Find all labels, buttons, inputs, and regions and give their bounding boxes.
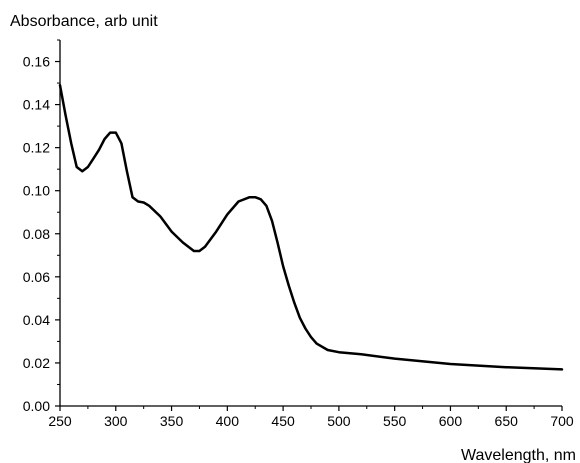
tick-labels: 250 300 350 400 450 500 550 600 650 700 0.00 0.02 0.…	[23, 54, 574, 429]
x-tick-label: 700	[550, 413, 574, 429]
series-layer	[58, 83, 564, 371]
y-tick-label: 0.06	[23, 269, 50, 285]
absorbance-series-line	[58, 83, 564, 371]
y-tick-label: 0.00	[23, 398, 50, 414]
y-tick-label: 0.04	[23, 312, 50, 328]
tick-marks	[55, 39, 563, 411]
y-tick-label: 0.10	[23, 183, 50, 199]
x-tick-label: 350	[160, 413, 184, 429]
y-tick-label: 0.02	[23, 355, 50, 371]
x-axis-title: Wavelength, nm	[461, 447, 576, 463]
y-tick-label: 0.16	[23, 54, 50, 70]
x-tick-label: 250	[48, 413, 72, 429]
y-tick-label: 0.14	[23, 97, 50, 113]
x-tick-label: 500	[327, 413, 351, 429]
x-tick-label: 450	[271, 413, 295, 429]
x-tick-label: 650	[495, 413, 519, 429]
y-tick-label: 0.08	[23, 226, 50, 242]
y-axis-title: Absorbance, arb unit	[10, 13, 158, 30]
y-tick-label: 0.12	[23, 140, 50, 156]
x-tick-label: 550	[383, 413, 407, 429]
x-tick-label: 600	[439, 413, 463, 429]
axes	[59, 40, 562, 407]
x-tick-label: 400	[216, 413, 240, 429]
x-tick-label: 300	[104, 413, 128, 429]
